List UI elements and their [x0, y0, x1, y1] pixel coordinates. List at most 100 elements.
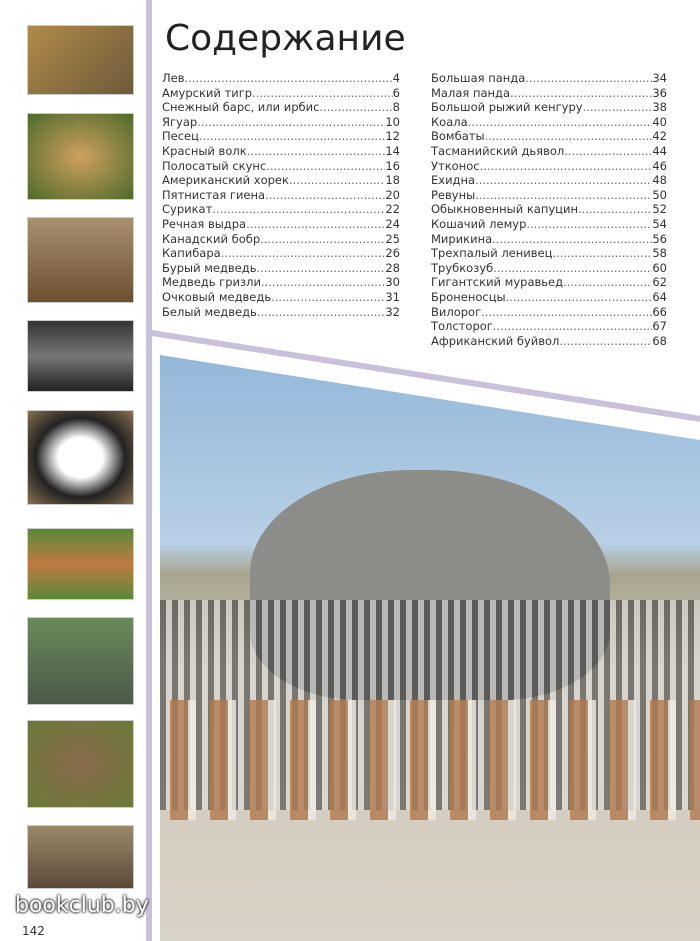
toc-entry: Бурый медведь 28	[162, 261, 400, 276]
toc-entry-label: Медведь гризли	[162, 275, 261, 290]
toc-entry-label: Малая панда	[431, 85, 511, 100]
thumb-animal-3	[27, 217, 134, 303]
toc-entry-page: 26	[385, 246, 400, 261]
toc-leader-dots	[475, 188, 652, 203]
toc-entry-page: 62	[652, 275, 667, 290]
toc-entry: Броненосцы 64	[431, 290, 667, 305]
thumb-animal-8	[27, 720, 134, 808]
toc-entry-label: Гигантский муравьед	[431, 275, 564, 290]
toc-entry: Американский хорек 18	[162, 173, 400, 188]
thumb-lion	[27, 25, 134, 95]
toc-entry-label: Мирикина	[431, 231, 493, 246]
toc-entry-page: 6	[392, 85, 400, 100]
toc-leader-dots	[506, 290, 653, 305]
toc-leader-dots	[260, 232, 385, 247]
toc-entry-label: Американский хорек	[162, 173, 289, 188]
toc-entry: Коала 40	[431, 115, 667, 130]
toc-entry-page: 66	[652, 304, 667, 319]
toc-entry: Тасманийский дьявол 44	[431, 144, 667, 159]
toc-entry-label: Ехидна	[431, 173, 476, 188]
toc-entry-label: Белый медведь	[162, 304, 257, 319]
toc-leader-dots	[257, 261, 386, 276]
thumb-panda	[27, 410, 134, 505]
toc-entry-page: 30	[385, 275, 400, 290]
toc-entry: Очковый медведь 31	[162, 290, 400, 305]
thumbnail-strip	[0, 0, 148, 941]
toc-entry-page: 36	[652, 85, 667, 100]
toc-entry-page: 40	[652, 114, 667, 129]
toc-entry: Толсторог 67	[431, 319, 667, 334]
toc-entry-page: 52	[652, 202, 667, 217]
toc-entry-page: 60	[652, 260, 667, 275]
toc-entry: Ягуар 10	[162, 115, 400, 130]
toc-entry: Мирикина 56	[431, 232, 667, 247]
toc-entry: Пятнистая гиена 20	[162, 188, 400, 203]
toc-entry: Красный волк 14	[162, 144, 400, 159]
toc-entry-label: Канадский бобр	[162, 231, 261, 246]
toc-entry-label: Вилорог	[431, 304, 482, 319]
antelope-herd	[170, 700, 700, 820]
toc-entry-page: 12	[385, 129, 400, 144]
toc-entry: Большая панда 34	[431, 71, 667, 86]
toc-entry-label: Толсторог	[431, 319, 493, 334]
toc-entry-label: Пятнистая гиена	[162, 187, 266, 202]
toc-right-column: Большая панда34Малая панда36Большой рыжи…	[431, 71, 667, 348]
toc-leader-dots	[261, 275, 385, 290]
toc-entry: Вилорог 66	[431, 305, 667, 320]
toc-leader-dots	[247, 144, 386, 159]
page-title: Содержание	[165, 18, 406, 59]
toc-entry: Сурикат 22	[162, 202, 400, 217]
toc-entry-page: 68	[652, 333, 667, 348]
toc-leader-dots	[485, 129, 653, 144]
toc-entry-page: 54	[652, 216, 667, 231]
thumb-red-wolf	[27, 528, 134, 600]
toc-entry-label: Кошачий лемур	[431, 216, 527, 231]
toc-leader-dots	[559, 334, 652, 349]
toc-entry-label: Снежный барс, или ирбис	[162, 100, 320, 115]
toc-leader-dots	[480, 159, 653, 174]
toc-entry: Малая панда 36	[431, 86, 667, 101]
toc-entry-page: 56	[652, 231, 667, 246]
toc-entry: Гигантский муравьед 62	[431, 275, 667, 290]
toc-entry-label: Утконос	[431, 158, 480, 173]
toc-leader-dots	[257, 305, 386, 320]
toc-entry-label: Лев	[162, 71, 185, 85]
toc-entry: Обыкновенный капуцин 52	[431, 202, 667, 217]
toc-leader-dots	[197, 115, 385, 130]
toc-leader-dots	[563, 275, 652, 290]
toc-entry: Капибара 26	[162, 246, 400, 261]
toc-entry: Речная выдра 24	[162, 217, 400, 232]
toc-entry-page: 16	[385, 158, 400, 173]
toc-entry-label: Коала	[431, 114, 468, 129]
toc-entry-page: 20	[385, 187, 400, 202]
toc-leader-dots	[481, 305, 652, 320]
toc-entry-page: 28	[385, 260, 400, 275]
toc-entry-label: Вомбаты	[431, 129, 485, 144]
toc-entry: Кошачий лемур 54	[431, 217, 667, 232]
toc-entry-page: 42	[652, 129, 667, 144]
toc-leader-dots	[578, 202, 652, 217]
thumb-otter	[27, 617, 134, 705]
toc-entry-page: 22	[385, 202, 400, 217]
toc-leader-dots	[475, 173, 652, 188]
page-number: 142	[22, 924, 45, 938]
toc-entry: Утконос 46	[431, 159, 667, 174]
toc-entry: Трубкозуб 60	[431, 261, 667, 276]
toc-entry-label: Полосатый скунс	[162, 158, 267, 173]
toc-entry-label: Броненосцы	[431, 289, 506, 304]
toc-leader-dots	[185, 71, 393, 86]
toc-entry-label: Амурский тигр	[162, 85, 253, 100]
toc-leader-dots	[525, 71, 652, 86]
toc-entry-label: Красный волк	[162, 143, 247, 158]
toc-entry-label: Африканский буйвол	[431, 333, 560, 348]
toc-leader-dots	[564, 144, 652, 159]
toc-entry: Канадский бобр 25	[162, 232, 400, 247]
toc-leader-dots	[493, 319, 653, 334]
toc-leader-dots	[221, 246, 386, 261]
toc-entry: Снежный барс, или ирбис 8	[162, 100, 400, 115]
toc-leader-dots	[265, 188, 385, 203]
toc-entry-page: 58	[652, 246, 667, 261]
toc-entry: Полосатый скунс 16	[162, 159, 400, 174]
toc-entry-page: 24	[385, 216, 400, 231]
toc-entry: Медведь гризли 30	[162, 275, 400, 290]
